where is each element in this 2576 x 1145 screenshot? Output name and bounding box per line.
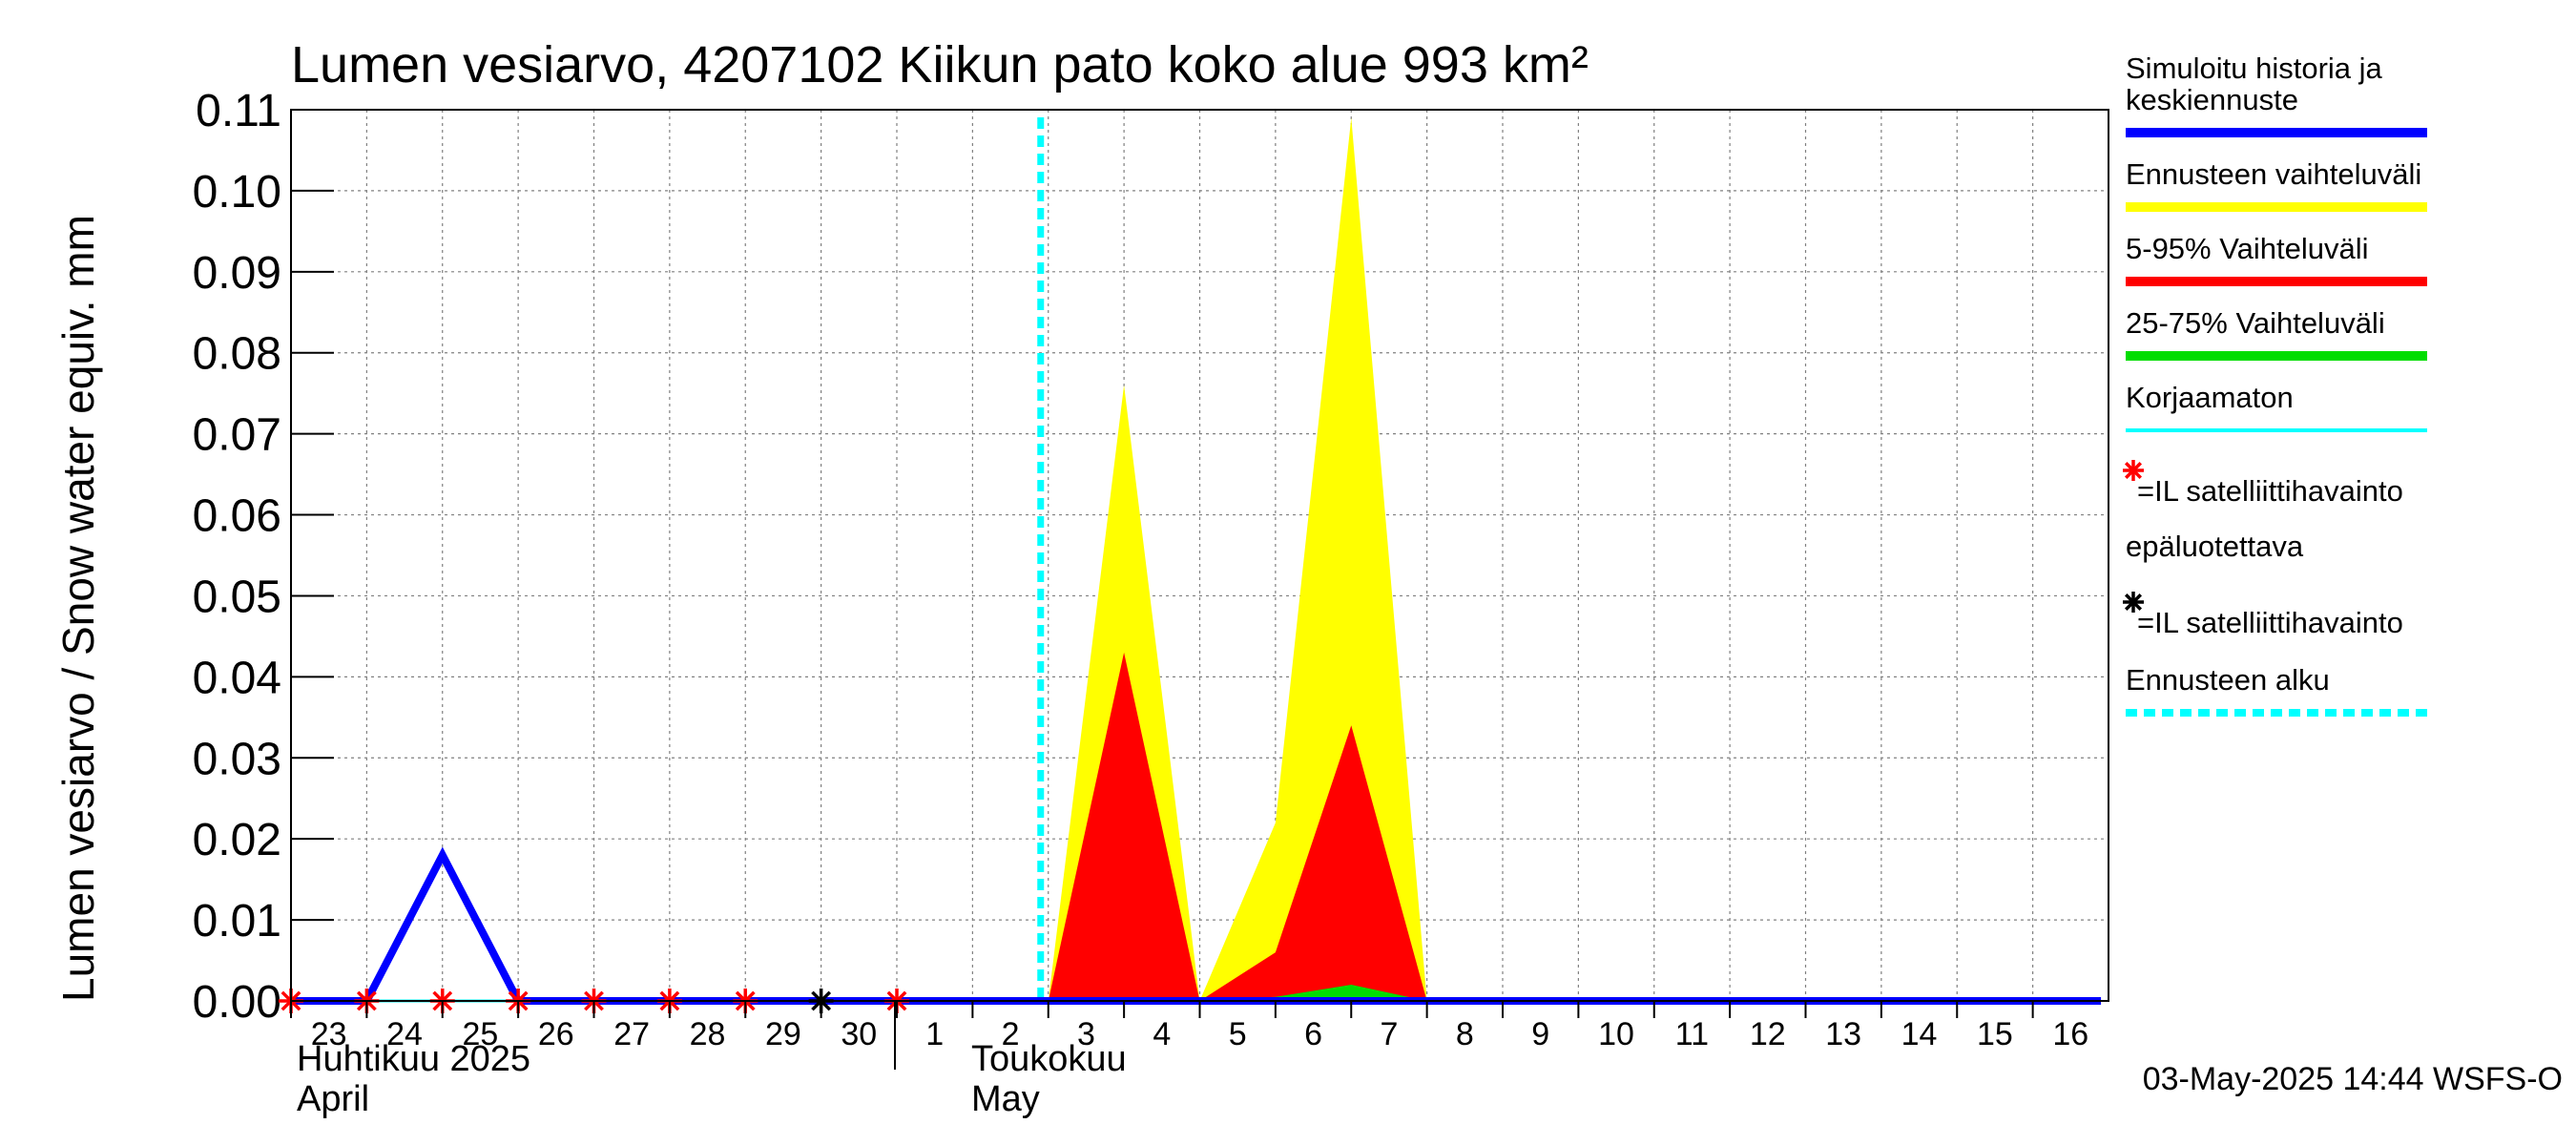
legend-label: 5-95% Vaihteluväli bbox=[2126, 232, 2368, 265]
x-tick-label: 30 bbox=[841, 1016, 877, 1052]
y-tick-label: 0.08 bbox=[193, 329, 281, 380]
x-tick-label: 11 bbox=[1675, 1016, 1709, 1052]
legend-label: Simuloitu historia ja bbox=[2126, 52, 2383, 85]
month-label-fi: Toukokuu bbox=[971, 1039, 1127, 1079]
legend-label: Ennusteen vaihteluväli bbox=[2126, 157, 2421, 191]
x-tick-label: 3 bbox=[1077, 1016, 1095, 1052]
x-tick-label: 14 bbox=[1901, 1016, 1938, 1052]
timestamp-footer: 03-May-2025 14:44 WSFS-O bbox=[2143, 1061, 2563, 1097]
x-tick-label: 4 bbox=[1153, 1016, 1171, 1052]
y-tick-label: 0.01 bbox=[193, 896, 281, 947]
legend-label: epäluotettava bbox=[2126, 530, 2304, 563]
x-tick-label: 12 bbox=[1750, 1016, 1786, 1052]
legend-star-icon-stroke bbox=[2124, 461, 2143, 480]
y-tick-label: 0.07 bbox=[193, 410, 281, 461]
x-tick-label: 27 bbox=[613, 1016, 650, 1052]
x-tick-label: 13 bbox=[1825, 1016, 1861, 1052]
x-tick-label: 5 bbox=[1229, 1016, 1247, 1052]
x-tick-label: 16 bbox=[2052, 1016, 2088, 1052]
legend-label: Ennusteen alku bbox=[2126, 663, 2330, 697]
y-tick-label: 0.02 bbox=[193, 815, 281, 865]
y-tick-label: 0.04 bbox=[193, 653, 281, 703]
x-tick-label: 9 bbox=[1531, 1016, 1549, 1052]
x-tick-label: 29 bbox=[765, 1016, 801, 1052]
band-5-95-vaihteluv-li bbox=[1048, 652, 1427, 1001]
month-label-fi: Huhtikuu 2025 bbox=[297, 1039, 530, 1079]
y-tick-label: 0.03 bbox=[193, 734, 281, 784]
month-label-en: May bbox=[971, 1079, 1040, 1119]
y-tick-label: 0.09 bbox=[193, 248, 281, 299]
x-tick-label: 28 bbox=[690, 1016, 726, 1052]
y-tick-label: 0.05 bbox=[193, 572, 281, 622]
x-tick-label: 25 bbox=[463, 1016, 499, 1052]
legend-label: keskiennuste bbox=[2126, 83, 2298, 116]
legend-star-icon bbox=[2123, 592, 2144, 613]
plot-area: 0.00 0.01 0.02 0.03 0.04 0.05 0.06 0.07 0.08 0.09… bbox=[193, 86, 2109, 1119]
x-tick-label: 23 bbox=[311, 1016, 347, 1052]
x-tick-label: 24 bbox=[386, 1016, 423, 1052]
legend-label: Korjaamaton bbox=[2126, 381, 2294, 414]
y-axis-label: Lumen vesiarvo / Snow water equiv. mm bbox=[53, 215, 103, 1002]
x-tick-label: 2 bbox=[1002, 1016, 1020, 1052]
chart-title: Lumen vesiarvo, 4207102 Kiikun pato koko… bbox=[291, 36, 1589, 94]
x-tick-label: 7 bbox=[1380, 1016, 1398, 1052]
x-tick-label: 15 bbox=[1977, 1016, 2013, 1052]
legend-star-icon bbox=[2123, 460, 2144, 481]
x-tick-label: 8 bbox=[1456, 1016, 1474, 1052]
legend-label: =IL satelliittihavainto bbox=[2137, 606, 2403, 639]
x-tick-label: 6 bbox=[1304, 1016, 1322, 1052]
y-tick-label: 0.10 bbox=[193, 167, 281, 218]
y-tick-label: 0.00 bbox=[193, 977, 281, 1028]
y-tick-label: 0.06 bbox=[193, 491, 281, 542]
x-tick-label: 26 bbox=[538, 1016, 574, 1052]
legend-label: 25-75% Vaihteluväli bbox=[2126, 306, 2385, 340]
legend-label: =IL satelliittihavainto bbox=[2137, 474, 2403, 508]
legend-star-icon-stroke bbox=[2124, 593, 2143, 612]
x-tick-label: 10 bbox=[1598, 1016, 1634, 1052]
y-tick-label: 0.11 bbox=[196, 86, 281, 136]
month-label-en: April bbox=[297, 1079, 369, 1119]
x-tick-label: 1 bbox=[925, 1016, 944, 1052]
band-25-75-vaihteluv-li bbox=[1199, 985, 1427, 1001]
